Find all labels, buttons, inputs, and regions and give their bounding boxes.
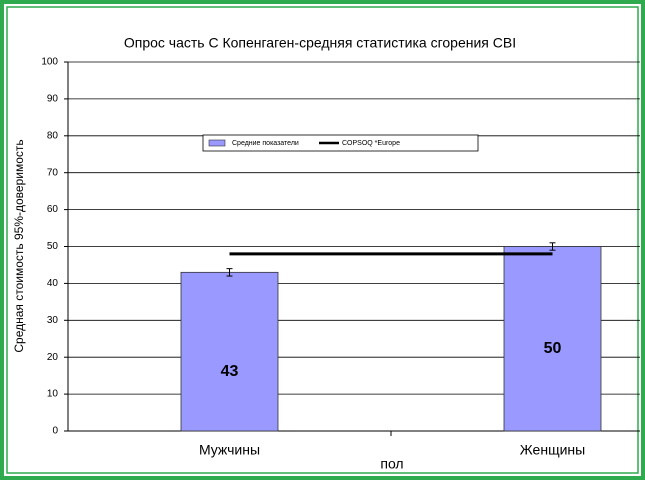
y-tick-label: 20 [47,352,59,363]
x-axis-label: пол [380,456,403,472]
x-tick-label: Мужчины [199,442,260,458]
legend-swatch [208,139,226,147]
y-tick-label: 0 [52,426,58,437]
y-tick-label: 50 [47,241,59,252]
legend-label: COPSOQ *Europe [342,140,400,147]
data-label: 43 [221,363,239,380]
y-tick-label: 40 [47,278,59,289]
inner-frame [6,6,639,474]
y-tick-label: 80 [47,130,59,141]
y-axis-label: Средная стоимость 95%-доверимость [12,139,26,352]
y-tick-label: 100 [41,57,58,68]
y-tick-label: 10 [47,389,59,400]
legend-box [202,134,479,152]
y-tick-label: 60 [47,204,59,215]
y-tick-label: 70 [47,167,59,178]
x-tick-label: Женщины [520,442,585,458]
chart-title: Опрос часть С Копенгаген-средняя статист… [124,35,516,51]
y-tick-label: 30 [47,315,59,326]
data-label: 50 [544,340,562,357]
bar [503,246,602,432]
legend-label: Средние показатели [232,140,299,147]
y-tick-label: 90 [47,94,59,105]
bar [180,271,279,432]
